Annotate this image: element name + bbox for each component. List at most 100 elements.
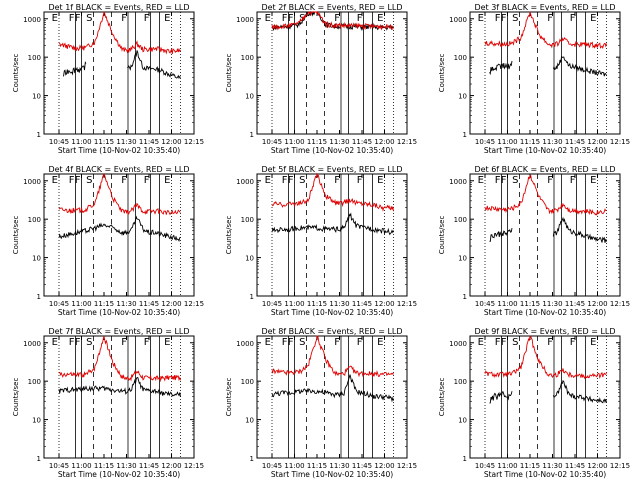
y-tick-label: 100 <box>28 378 41 386</box>
x-tick-label: 11:15 <box>94 138 114 146</box>
chart-title: Det 2f BLACK = Events, RED = LLD <box>261 3 402 12</box>
interval-marker-label: F <box>121 13 127 24</box>
x-tick-label: 11:00 <box>497 462 517 470</box>
y-tick-label: 1 <box>37 455 41 463</box>
y-tick-label: 10 <box>245 93 254 101</box>
y-axis-label: Counts/sec <box>225 54 233 93</box>
y-tick-label: 10 <box>32 417 41 425</box>
x-axis-label: Start Time (10-Nov-02 10:35:40) <box>484 146 606 155</box>
x-tick-label: 12:15 <box>610 300 630 308</box>
x-axis-label: Start Time (10-Nov-02 10:35:40) <box>484 470 606 479</box>
events-series-line-early <box>489 228 513 243</box>
y-tick-label: 1 <box>250 131 254 139</box>
interval-marker-label: F <box>495 13 501 24</box>
interval-marker-label: S <box>299 175 305 186</box>
events-series-line <box>271 374 394 403</box>
events-series-line <box>552 55 607 77</box>
events-series-line <box>58 215 181 243</box>
x-tick-label: 11:30 <box>116 138 136 146</box>
events-series-line-early <box>63 61 87 77</box>
y-tick-label: 100 <box>454 54 467 62</box>
chart-panel-1: Det 1f BLACK = Events, RED = LLD 1 10 100 10… <box>12 3 204 155</box>
x-tick-label: 11:45 <box>352 138 372 146</box>
interval-marker-label: F <box>357 175 363 186</box>
y-tick-label: 1000 <box>23 16 41 24</box>
interval-marker-label: F <box>334 13 340 24</box>
x-tick-label: 12:15 <box>184 300 204 308</box>
plot-frame <box>43 335 195 459</box>
x-tick-label: 12:00 <box>587 462 607 470</box>
x-tick-label: 11:30 <box>329 300 349 308</box>
y-axis-label: Counts/sec <box>438 378 446 417</box>
x-tick-label: 12:00 <box>587 300 607 308</box>
interval-marker-label: E <box>164 337 170 348</box>
lld-series-line <box>58 172 181 216</box>
interval-marker-label: E <box>52 13 58 24</box>
chart-panel-5: Det 5f BLACK = Events, RED = LLD 1 10 100 10… <box>225 165 417 317</box>
x-tick-label: 11:15 <box>520 462 540 470</box>
y-tick-label: 1 <box>463 131 467 139</box>
y-tick-label: 10 <box>458 93 467 101</box>
interval-marker-label: F <box>121 337 127 348</box>
y-axis-label: Counts/sec <box>225 216 233 255</box>
x-tick-label: 11:30 <box>116 462 136 470</box>
x-tick-label: 11:00 <box>284 300 304 308</box>
chart-title: Det 5f BLACK = Events, RED = LLD <box>261 165 402 174</box>
plot-frame <box>469 173 621 297</box>
x-tick-label: 11:30 <box>329 138 349 146</box>
x-tick-label: 11:00 <box>71 462 91 470</box>
lld-series-line <box>484 335 607 380</box>
x-tick-label: 11:00 <box>284 138 304 146</box>
y-tick-label: 1000 <box>236 340 254 348</box>
y-tick-label: 100 <box>454 378 467 386</box>
interval-marker-label: F <box>334 175 340 186</box>
y-tick-label: 1 <box>250 455 254 463</box>
x-tick-label: 11:45 <box>139 462 159 470</box>
plot-frame <box>256 11 408 135</box>
x-tick-label: 10:45 <box>262 138 282 146</box>
x-tick-label: 12:00 <box>374 462 394 470</box>
y-tick-label: 1 <box>463 293 467 301</box>
y-tick-label: 10 <box>458 417 467 425</box>
interval-marker-label: E <box>478 175 484 186</box>
x-tick-label: 10:45 <box>49 138 69 146</box>
interval-marker-label: F <box>570 175 576 186</box>
x-tick-label: 11:15 <box>94 300 114 308</box>
interval-marker-label: S <box>512 13 518 24</box>
x-tick-label: 11:15 <box>307 300 327 308</box>
plot-frame <box>256 335 408 459</box>
interval-marker-label: F <box>282 13 288 24</box>
x-tick-label: 11:45 <box>565 462 585 470</box>
y-axis-label: Counts/sec <box>12 54 20 93</box>
x-tick-label: 12:00 <box>161 300 181 308</box>
x-tick-label: 12:15 <box>397 138 417 146</box>
events-series-line <box>271 212 394 236</box>
x-tick-label: 11:15 <box>520 300 540 308</box>
y-tick-label: 100 <box>454 216 467 224</box>
chart-panel-8: Det 8f BLACK = Events, RED = LLD 1 10 100 10… <box>225 327 417 479</box>
lld-series-line <box>271 10 394 31</box>
x-tick-label: 10:45 <box>475 138 495 146</box>
y-axis-label: Counts/sec <box>225 378 233 417</box>
x-axis-label: Start Time (10-Nov-02 10:35:40) <box>271 308 393 317</box>
y-tick-label: 1 <box>37 131 41 139</box>
interval-marker-label: F <box>570 337 576 348</box>
lld-series-line <box>58 11 181 55</box>
interval-marker-label: E <box>377 175 383 186</box>
interval-marker-label: F <box>288 337 294 348</box>
x-axis-label: Start Time (10-Nov-02 10:35:40) <box>58 146 180 155</box>
x-tick-label: 12:00 <box>161 138 181 146</box>
x-tick-label: 11:00 <box>71 138 91 146</box>
interval-marker-label: F <box>69 337 75 348</box>
x-axis-label: Start Time (10-Nov-02 10:35:40) <box>271 146 393 155</box>
x-tick-label: 11:15 <box>307 462 327 470</box>
interval-marker-label: F <box>357 13 363 24</box>
interval-marker-label: F <box>288 175 294 186</box>
x-tick-label: 10:45 <box>475 300 495 308</box>
y-tick-label: 100 <box>241 378 254 386</box>
chart-title: Det 7f BLACK = Events, RED = LLD <box>48 327 189 336</box>
chart-panel-4: Det 4f BLACK = Events, RED = LLD 1 10 100 10… <box>12 165 204 317</box>
y-tick-label: 1000 <box>23 178 41 186</box>
x-tick-label: 10:45 <box>49 300 69 308</box>
